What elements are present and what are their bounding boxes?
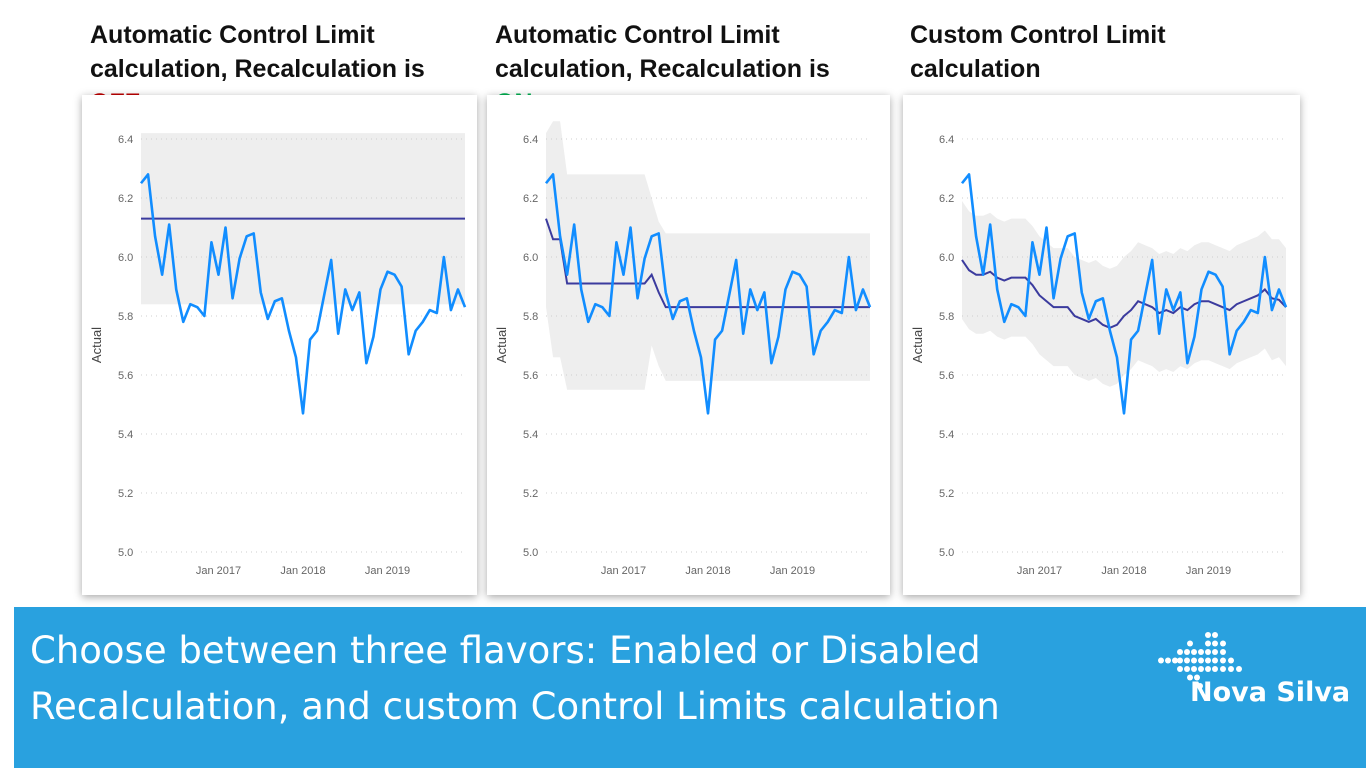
y-tick-label: 5.4 [939, 429, 954, 441]
y-tick-label: 5.6 [118, 370, 133, 382]
y-tick-label: 6.2 [939, 193, 954, 205]
y-tick-label: 6.4 [118, 134, 133, 146]
y-tick-label: 5.8 [939, 311, 954, 323]
title-line: Automatic Control Limit [90, 21, 375, 49]
center-line [545, 218, 870, 309]
control-chart: 6.4 6.2 6.0 5.8 5.6 5.4 5.2 5.0 Jan 2017 Jan 2018… [910, 134, 1288, 577]
control-limit-band [962, 200, 1286, 387]
chart-title-custom: Custom Control Limit calculation [910, 18, 1166, 86]
y-tick-label: 6.2 [523, 193, 538, 205]
chart-card-recalc-on: 6.4 6.2 6.0 5.8 5.6 5.4 5.2 5.0 Jan 2017 Jan 2018… [487, 95, 890, 595]
y-tick-label: 5.8 [523, 311, 538, 323]
y-tick-label: 6.0 [523, 252, 538, 264]
control-chart: 6.4 6.2 6.0 5.8 5.6 5.4 5.2 5.0 Jan 2017 Jan 2018… [494, 121, 872, 577]
y-tick-label: 5.6 [939, 370, 954, 382]
nova-silva-logo: Nova Silva [1158, 632, 1350, 708]
center-line [961, 259, 1287, 329]
y-tick-label: 5.2 [118, 488, 133, 500]
y-axis-title: Actual [910, 327, 925, 363]
title-line: Automatic Control Limit [495, 21, 780, 49]
chart-title-recalc-off: Automatic Control Limit calculation, Rec… [90, 18, 425, 120]
chart-title-recalc-on: Automatic Control Limit calculation, Rec… [495, 18, 830, 120]
x-tick-label: Jan 2019 [365, 565, 410, 577]
x-tick-label: Jan 2017 [196, 565, 241, 577]
banner-line: Choose between three flavors: Enabled or… [30, 629, 981, 672]
chart-card-custom: 6.4 6.2 6.0 5.8 5.6 5.4 5.2 5.0 Jan 2017 Jan 2018… [903, 95, 1300, 595]
logo-dots-icon [1158, 632, 1242, 689]
x-tick-label: Jan 2018 [685, 565, 730, 577]
y-tick-label: 6.2 [118, 193, 133, 205]
y-tick-label: 5.2 [523, 488, 538, 500]
x-tick-label: Jan 2018 [1101, 565, 1146, 577]
summary-banner: Choose between three flavors: Enabled or… [14, 607, 1366, 768]
y-tick-label: 5.6 [523, 370, 538, 382]
logo-text: Nova Silva [1190, 677, 1350, 708]
y-tick-label: 6.4 [939, 134, 954, 146]
title-line: calculation [910, 55, 1041, 83]
y-tick-label: 5.0 [118, 547, 133, 559]
y-tick-label: 5.4 [118, 429, 133, 441]
y-tick-label: 5.0 [939, 547, 954, 559]
banner-text: Choose between three flavors: Enabled or… [30, 623, 1000, 735]
chart-card-recalc-off: 6.4 6.2 6.0 5.8 5.6 5.4 5.2 5.0 Jan 2017 Jan 2018… [82, 95, 477, 595]
title-line: calculation, Recalculation is [495, 55, 830, 83]
y-tick-label: 6.0 [939, 252, 954, 264]
x-tick-label: Jan 2018 [280, 565, 325, 577]
control-chart: 6.4 6.2 6.0 5.8 5.6 5.4 5.2 5.0 Jan 2017 Jan 2018… [89, 133, 467, 577]
title-line: calculation, Recalculation is [90, 55, 425, 83]
x-tick-label: Jan 2017 [1017, 565, 1062, 577]
x-tick-label: Jan 2017 [601, 565, 646, 577]
y-tick-label: 5.8 [118, 311, 133, 323]
y-axis-title: Actual [494, 327, 509, 363]
y-axis-title: Actual [89, 327, 104, 363]
x-tick-label: Jan 2019 [1186, 565, 1231, 577]
y-tick-label: 6.0 [118, 252, 133, 264]
y-tick-label: 6.4 [523, 134, 538, 146]
y-tick-label: 5.2 [939, 488, 954, 500]
control-limit-band [546, 121, 870, 390]
banner-line: Recalculation, and custom Control Limits… [30, 685, 1000, 728]
title-line: Custom Control Limit [910, 21, 1166, 49]
y-tick-label: 5.0 [523, 547, 538, 559]
y-tick-label: 5.4 [523, 429, 538, 441]
x-tick-label: Jan 2019 [770, 565, 815, 577]
